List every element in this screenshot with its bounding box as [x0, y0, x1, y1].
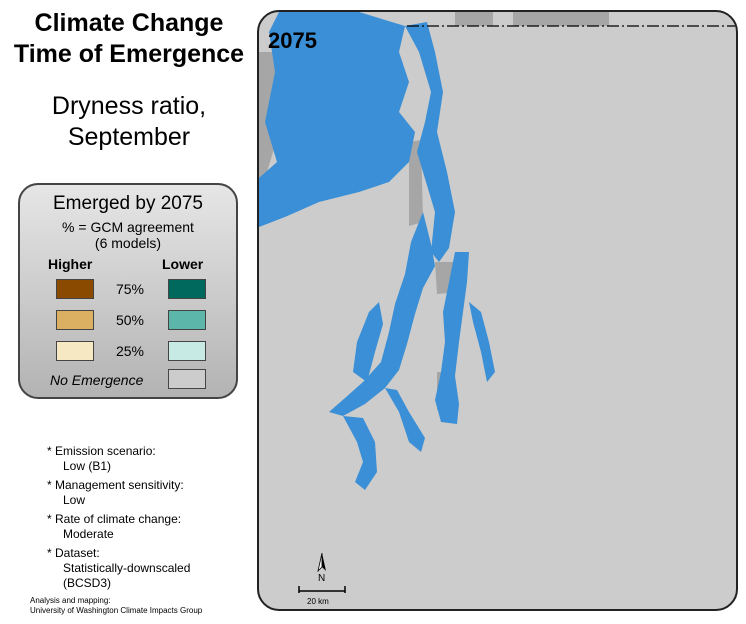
legend-subtitle-line-1: % = GCM agreement — [62, 219, 194, 235]
credit-text: Analysis and mapping: University of Wash… — [30, 596, 202, 616]
note-value: Low — [63, 493, 86, 507]
note-label: * Management sensitivity: — [47, 478, 184, 492]
swatch-lower-75 — [168, 279, 206, 299]
legend-higher-heading: Higher — [48, 256, 93, 272]
note-rate-of-change: * Rate of climate change: Moderate — [47, 512, 190, 542]
note-management-sensitivity: * Management sensitivity: Low — [47, 478, 190, 508]
map-panel[interactable] — [257, 10, 738, 611]
note-label: * Dataset: — [47, 546, 100, 560]
south-sound-inlet — [385, 388, 425, 452]
legend-pct-50: 50% — [115, 312, 145, 328]
south-sound-inlet — [343, 416, 377, 490]
legend-title: Emerged by 2075 — [53, 193, 203, 214]
dark-land-peninsula — [409, 140, 423, 226]
puget-sound-water — [329, 212, 435, 416]
north-label: N — [318, 573, 326, 584]
hood-canal-water — [353, 302, 383, 382]
puget-sound-east-arm — [435, 252, 469, 424]
subtitle-line-2: September — [67, 123, 191, 151]
map-canvas — [259, 12, 736, 490]
note-label: * Rate of climate change: — [47, 512, 182, 526]
credit-line-1: Analysis and mapping: — [30, 596, 111, 605]
dark-land-patch — [513, 12, 609, 26]
legend-subtitle: % = GCM agreement (6 models) — [20, 219, 236, 251]
north-channel-water — [405, 22, 455, 262]
legend-box: Emerged by 2075 % = GCM agreement (6 mod… — [18, 183, 238, 399]
north-arrow-icon — [317, 553, 326, 573]
note-emission-scenario: * Emission scenario: Low (B1) — [47, 444, 190, 474]
swatch-higher-75 — [56, 279, 94, 299]
swatch-higher-25 — [56, 341, 94, 361]
legend-subtitle-line-2: (6 models) — [94, 235, 162, 251]
note-label: * Emission scenario: — [47, 444, 156, 458]
map-title: Climate Change Time of Emergence — [0, 8, 258, 70]
scenario-notes: * Emission scenario: Low (B1) * Manageme… — [47, 444, 190, 595]
scale-label: 20 km — [307, 597, 329, 606]
legend-pct-25: 25% — [115, 343, 145, 359]
title-line-1: Climate Change — [34, 9, 224, 37]
east-inlet-water — [469, 302, 495, 382]
swatch-lower-25 — [168, 341, 206, 361]
strait-water — [259, 12, 415, 227]
scale-bar — [298, 586, 346, 593]
note-value: Moderate — [63, 527, 114, 541]
legend-no-emergence-label: No Emergence — [50, 372, 144, 388]
note-value: (BCSD3) — [63, 576, 112, 590]
swatch-higher-50 — [56, 310, 94, 330]
subtitle-line-1: Dryness ratio, — [51, 92, 207, 120]
legend-lower-heading: Lower — [162, 256, 204, 272]
swatch-no-emergence — [168, 369, 206, 389]
swatch-lower-50 — [168, 310, 206, 330]
map-year-label: 2075 — [268, 28, 317, 53]
credit-line-2: University of Washington Climate Impacts… — [30, 606, 203, 615]
note-value: Statistically-downscaled — [63, 561, 191, 575]
note-dataset: * Dataset: Statistically-downscaled (BCS… — [47, 546, 190, 591]
variable-title: Dryness ratio, September — [0, 91, 258, 153]
dark-land-patch — [455, 12, 493, 26]
note-value: Low (B1) — [63, 459, 112, 473]
legend-pct-75: 75% — [115, 281, 145, 297]
title-line-2: Time of Emergence — [13, 40, 245, 68]
